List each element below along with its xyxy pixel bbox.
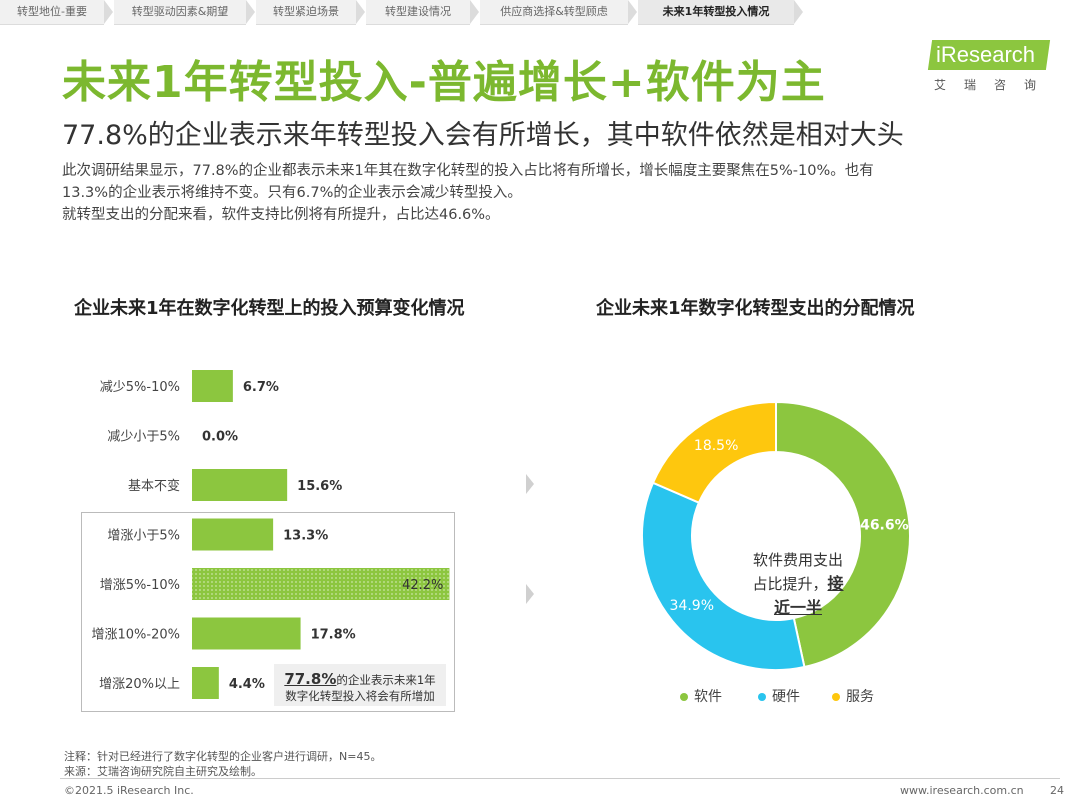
footnote-source: 来源：艾瑞咨询研究院自主研究及绘制。 — [64, 765, 262, 778]
growth-annotation-text-2: 数字化转型投入将会有所增加 — [285, 689, 435, 703]
bar-value-label: 17.8% — [311, 628, 356, 643]
legend-item-software: 软件 — [680, 686, 722, 706]
legend-item-service: 服务 — [832, 686, 874, 706]
legend-label: 硬件 — [772, 689, 800, 705]
bar-category-label: 增涨5%-10% — [100, 578, 180, 593]
bar-value-label: 42.2% — [402, 578, 443, 593]
growth-annotation-text: 的企业表示未来1年 — [336, 673, 436, 687]
breadcrumb-item-4[interactable]: 转型建设情况 — [366, 0, 470, 25]
footnote-note: 注释：针对已经进行了数字化转型的企业客户进行调研，N=45。 — [64, 750, 382, 763]
donut-value-label: 34.9% — [670, 598, 714, 614]
bar — [192, 518, 274, 551]
breadcrumb-separator — [104, 0, 113, 24]
footnote: 注释：针对已经进行了数字化转型的企业客户进行调研，N=45。 来源：艾瑞咨询研究… — [64, 749, 381, 779]
budget-change-bar-chart: 减少5%-10% 6.7% 减少小于5% 0.0% 基本不变 15.6% 增涨小于5% 13.… — [92, 370, 450, 699]
breadcrumb-item-6-active[interactable]: 未来1年转型投入情况 — [638, 0, 794, 25]
legend-dot-icon — [680, 693, 688, 701]
bar-category-label: 增涨10%-20% — [92, 628, 180, 643]
breadcrumb-separator — [470, 0, 479, 24]
footer-url[interactable]: www.iresearch.com.cn — [900, 784, 1024, 797]
spend-allocation-donut-chart: 46.6% 34.9% 18.5% — [641, 400, 911, 671]
description-line: 此次调研结果显示，77.8%的企业都表示未来1年其在数字化转型的投入占比将有所增… — [62, 163, 874, 179]
bar-value-label: 13.3% — [283, 529, 328, 544]
bar-chart-title: 企业未来1年在数字化转型上的投入预算变化情况 — [74, 298, 465, 319]
bar — [192, 568, 450, 600]
legend-dot-icon — [758, 693, 766, 701]
breadcrumb-item-2[interactable]: 转型驱动因素&期望 — [114, 0, 246, 25]
page-number: 24 — [1050, 784, 1064, 797]
footer-copyright: ©2021.5 iResearch Inc. — [64, 784, 194, 797]
description-line: 就转型支出的分配来看，软件支持比例将有所提升，占比达46.6%。 — [62, 207, 500, 223]
legend-item-hardware: 硬件 — [758, 686, 800, 706]
growth-highlight-box — [81, 512, 455, 712]
donut-slice — [775, 400, 911, 669]
legend-label: 软件 — [694, 689, 722, 705]
footer-divider — [60, 778, 1060, 779]
bar-category-label: 基本不变 — [128, 478, 180, 494]
page-subtitle: 77.8%的企业表示来年转型投入会有所增长，其中软件依然是相对大头 — [62, 120, 904, 151]
bar-category-label: 增涨20%以上 — [99, 677, 180, 692]
donut-center-strong-2: 近一半 — [773, 598, 822, 617]
donut-center-strong: 接 — [827, 574, 844, 593]
breadcrumb-item-1[interactable]: 转型地位-重要 — [0, 0, 104, 25]
bar-value-label: 4.4% — [229, 677, 265, 692]
arrow-icon — [526, 584, 534, 604]
breadcrumb-item-5[interactable]: 供应商选择&转型顾虑 — [480, 0, 628, 25]
breadcrumb-separator — [356, 0, 365, 24]
breadcrumb-item-3[interactable]: 转型紧迫场景 — [256, 0, 356, 25]
donut-center-line: 软件费用支出 — [752, 551, 843, 569]
bar — [192, 469, 288, 501]
logo-text: iResearch — [936, 42, 1036, 67]
breadcrumb: 转型地位-重要 转型驱动因素&期望 转型紧迫场景 转型建设情况 供应商选择&转型… — [0, 0, 820, 26]
growth-annotation-value: 77.8% — [284, 670, 337, 688]
legend-dot-icon — [832, 693, 840, 701]
breadcrumb-separator — [246, 0, 255, 24]
donut-value-label: 46.6% — [860, 517, 909, 533]
page-title: 未来1年转型投入-普遍增长+软件为主 — [62, 57, 826, 108]
bar — [192, 617, 301, 650]
donut-value-label: 18.5% — [694, 438, 738, 454]
logo-subtext: 艾瑞咨询 — [934, 78, 1055, 92]
arrow-icon — [526, 474, 534, 494]
donut-slice — [651, 400, 777, 504]
donut-chart-title: 企业未来1年数字化转型支出的分配情况 — [596, 298, 915, 319]
description: 此次调研结果显示，77.8%的企业都表示未来1年其在数字化转型的投入占比将有所增… — [62, 160, 1002, 226]
bar-value-label: 15.6% — [297, 479, 342, 494]
bar-value-label: 0.0% — [202, 430, 238, 445]
bar-category-label: 减少小于5% — [107, 430, 180, 445]
donut-center-line: 占比提升， — [752, 575, 828, 593]
bar-category-label: 增涨小于5% — [107, 529, 180, 544]
description-line: 13.3%的企业表示将维持不变。只有6.7%的企业表示会减少转型投入。 — [62, 185, 522, 201]
donut-center-text: 软件费用支出 占比提升，接 近一半 — [740, 548, 856, 620]
breadcrumb-separator — [628, 0, 637, 24]
donut-slice — [641, 481, 806, 671]
iresearch-logo: iResearch 艾瑞咨询 — [926, 40, 1056, 98]
bar — [192, 667, 219, 699]
legend-label: 服务 — [846, 689, 874, 705]
bar-value-label: 6.7% — [243, 380, 279, 395]
breadcrumb-separator — [794, 0, 803, 24]
bar — [192, 370, 233, 402]
bar-category-label: 减少5%-10% — [100, 380, 180, 395]
growth-annotation: 77.8%的企业表示未来1年 数字化转型投入将会有所增加 — [274, 664, 446, 706]
